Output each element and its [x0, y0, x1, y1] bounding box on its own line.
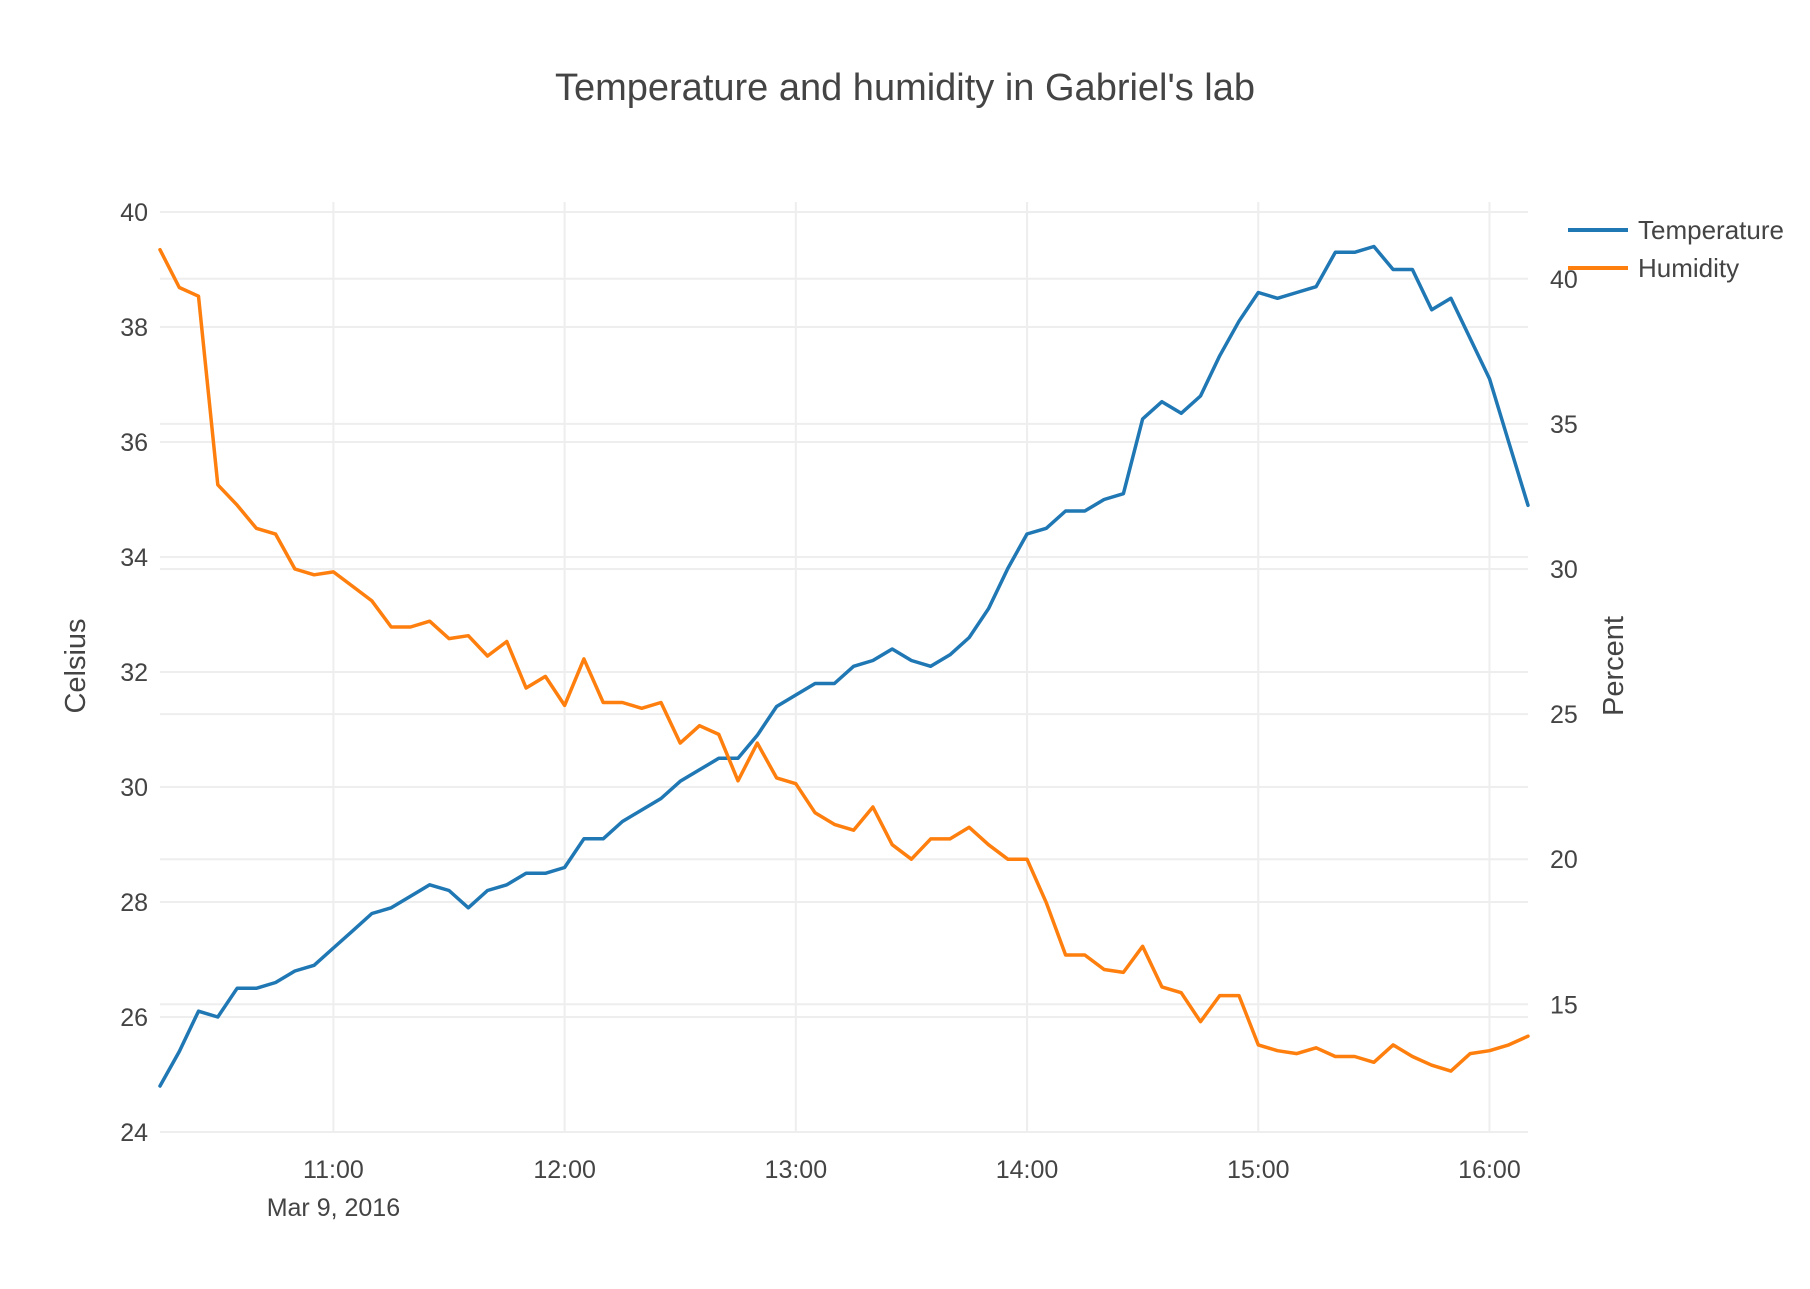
y-left-gridlines	[160, 211, 1528, 1133]
x-gridlines	[332, 202, 1491, 1132]
y-left-tick-label: 40	[120, 199, 148, 227]
y-right-tick-label: 20	[1550, 846, 1578, 874]
y-left-tick-label: 24	[120, 1119, 148, 1147]
y-left-tick-labels: 24 26 28 30 32 34 36 38 40	[120, 199, 148, 1147]
x-tick-sublabel: Mar 9, 2016	[267, 1194, 400, 1222]
legend-item-temperature[interactable]: Temperature	[1568, 215, 1784, 245]
y-right-gridlines	[160, 277, 1528, 1006]
y-right-tick-labels: 15 20 25 30 35 40	[1550, 266, 1578, 1020]
y-right-axis-title: Percent	[1598, 616, 1630, 716]
y-left-tick-label: 36	[120, 429, 148, 457]
series-layer	[158, 244, 1530, 1088]
legend-label: Temperature	[1638, 215, 1784, 245]
y-left-tick-label: 34	[120, 544, 148, 572]
x-tick-label: 12:00	[533, 1156, 596, 1184]
y-right-tick-label: 40	[1550, 266, 1578, 294]
legend: Temperature Humidity	[1568, 215, 1784, 283]
y-right-tick-label: 35	[1550, 411, 1578, 439]
y-left-tick-label: 38	[120, 314, 148, 342]
y-left-tick-label: 26	[120, 1004, 148, 1032]
x-tick-label: 16:00	[1458, 1156, 1521, 1184]
x-tick-label: 11:00	[303, 1156, 364, 1184]
chart-title: Temperature and humidity in Gabriel's la…	[555, 67, 1255, 109]
humidity-series-line	[158, 247, 1530, 1073]
y-right-tick-label: 15	[1550, 991, 1578, 1019]
x-tick-label: 15:00	[1227, 1156, 1290, 1184]
legend-item-humidity[interactable]: Humidity	[1568, 253, 1739, 283]
legend-label: Humidity	[1638, 253, 1739, 283]
y-left-tick-label: 32	[120, 659, 148, 687]
y-right-tick-label: 25	[1550, 701, 1578, 729]
y-left-axis-title: Celsius	[60, 618, 92, 713]
y-left-tick-label: 28	[120, 889, 148, 917]
x-tick-labels: 11:00 Mar 9, 2016 12:00 13:00 14:00 15:00 16:0…	[267, 1156, 1521, 1222]
temperature-series-line	[158, 244, 1530, 1088]
x-tick-label: 13:00	[765, 1156, 828, 1184]
x-tick-label: 14:00	[996, 1156, 1059, 1184]
y-left-tick-label: 30	[120, 774, 148, 802]
y-right-tick-label: 30	[1550, 556, 1578, 584]
